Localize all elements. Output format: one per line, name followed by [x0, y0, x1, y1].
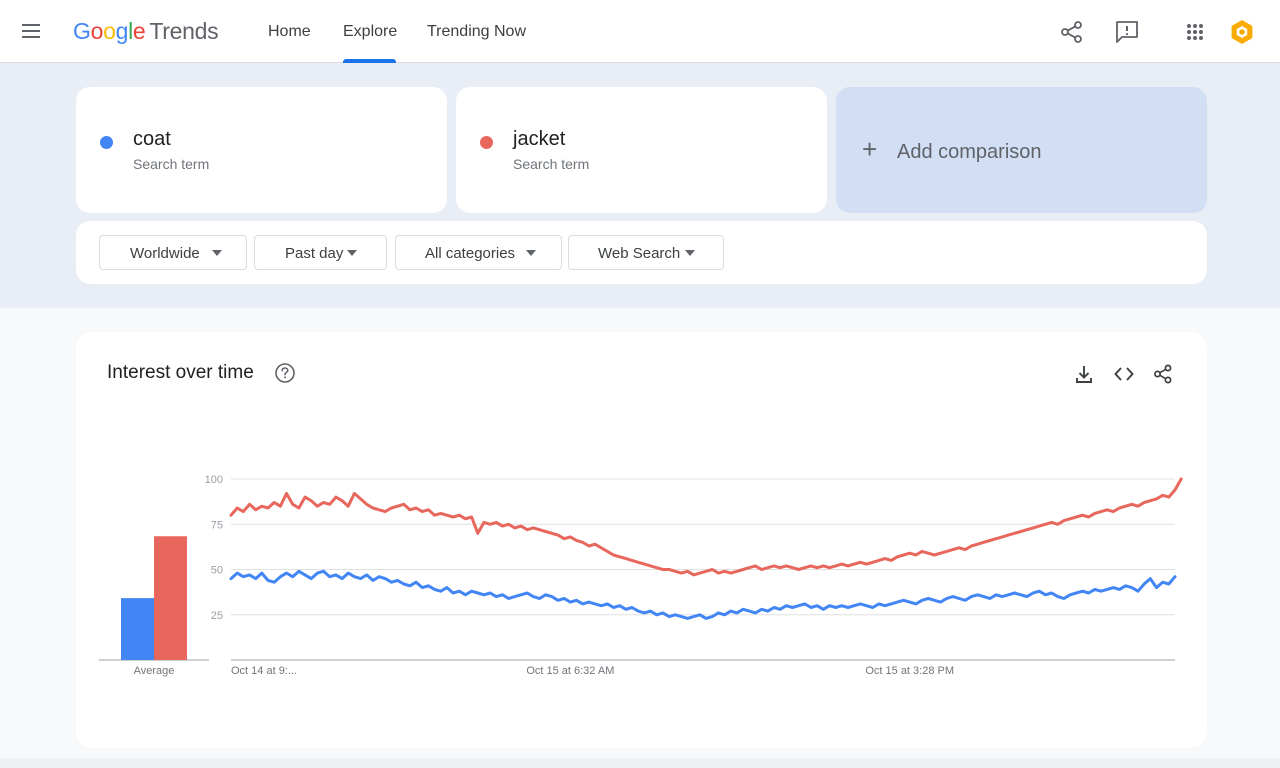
- filter-label: All categories: [425, 245, 516, 262]
- average-bar-coat: [121, 598, 154, 660]
- dropdown-arrow-icon: [212, 250, 222, 256]
- share-icon[interactable]: [1058, 18, 1086, 46]
- logo-letter: o: [103, 18, 116, 44]
- logo-letter: o: [90, 18, 104, 44]
- average-label: Average: [134, 665, 175, 677]
- series-line-jacket: [229, 477, 1183, 577]
- search-term-sublabel: Search term: [513, 156, 590, 172]
- share-icon[interactable]: [1152, 363, 1174, 385]
- nav-explore[interactable]: Explore: [343, 23, 398, 40]
- category-filter[interactable]: All categories: [395, 235, 562, 270]
- y-tick-label: 25: [211, 610, 223, 622]
- logo-letter: g: [115, 18, 129, 44]
- dropdown-arrow-icon: [347, 250, 357, 256]
- interest-over-time-card: Interest over time Average 25 50 75 100 Oct…: [76, 332, 1207, 748]
- dropdown-arrow-icon: [685, 250, 695, 256]
- logo-letter: G: [73, 18, 91, 44]
- chart-lines: [229, 477, 1183, 620]
- interest-chart: Average 25 50 75 100 Oct 14 at 9:... Oct 15 …: [99, 474, 1183, 677]
- search-term-name[interactable]: coat: [133, 128, 171, 150]
- region-filter[interactable]: Worldwide: [99, 235, 247, 270]
- chart-grid: 25 50 75 100: [205, 474, 1175, 661]
- plus-icon: +: [862, 134, 878, 164]
- chart-x-axis: Oct 14 at 9:... Oct 15 at 6:32 AM Oct 15 a…: [231, 665, 954, 677]
- time-range-filter[interactable]: Past day: [254, 235, 387, 270]
- help-icon[interactable]: [274, 362, 296, 384]
- logo-product-name: Trends: [149, 18, 219, 44]
- filter-label: Past day: [285, 245, 344, 262]
- average-bar-chart: Average: [99, 536, 209, 677]
- search-term-card-coat[interactable]: coat Search term: [76, 87, 447, 213]
- embed-code-icon[interactable]: [1113, 363, 1135, 385]
- series-color-dot: [480, 136, 493, 149]
- search-type-filter[interactable]: Web Search: [568, 235, 724, 270]
- download-icon[interactable]: [1073, 363, 1095, 385]
- filter-label: Web Search: [598, 245, 681, 262]
- page-bottom: [0, 758, 1280, 768]
- active-tab-indicator: [343, 59, 396, 63]
- search-term-name[interactable]: jacket: [513, 128, 566, 150]
- dropdown-arrow-icon: [526, 250, 536, 256]
- apps-icon[interactable]: [1181, 18, 1209, 46]
- add-comparison-button[interactable]: + Add comparison: [836, 87, 1207, 213]
- menu-icon[interactable]: [22, 20, 48, 44]
- x-tick-label: Oct 15 at 6:32 AM: [526, 665, 614, 677]
- top-app-bar: Google Trends Home Explore Trending Now: [0, 0, 1280, 63]
- x-tick-label: Oct 15 at 3:28 PM: [865, 665, 954, 677]
- card-title: Interest over time: [107, 362, 254, 383]
- nav-trending-now[interactable]: Trending Now: [427, 23, 527, 40]
- y-tick-label: 100: [205, 474, 223, 486]
- feedback-icon[interactable]: [1113, 18, 1141, 46]
- filter-label: Worldwide: [130, 245, 200, 262]
- series-line-coat: [229, 569, 1177, 620]
- logo-letter: e: [132, 18, 146, 44]
- y-tick-label: 50: [211, 565, 223, 577]
- nav-home[interactable]: Home: [268, 23, 311, 40]
- search-term-sublabel: Search term: [133, 156, 210, 172]
- account-avatar[interactable]: [1229, 19, 1255, 45]
- x-tick-label: Oct 14 at 9:...: [231, 665, 297, 677]
- y-tick-label: 75: [211, 519, 223, 531]
- google-trends-logo[interactable]: Google Trends: [73, 18, 219, 45]
- add-comparison-label: Add comparison: [897, 141, 1042, 163]
- series-color-dot: [100, 136, 113, 149]
- filter-bar: Worldwide Past day All categories Web Se…: [76, 221, 1207, 284]
- search-term-card-jacket[interactable]: jacket Search term: [456, 87, 827, 213]
- logo-letter: l: [128, 18, 133, 44]
- average-bar-jacket: [154, 536, 187, 660]
